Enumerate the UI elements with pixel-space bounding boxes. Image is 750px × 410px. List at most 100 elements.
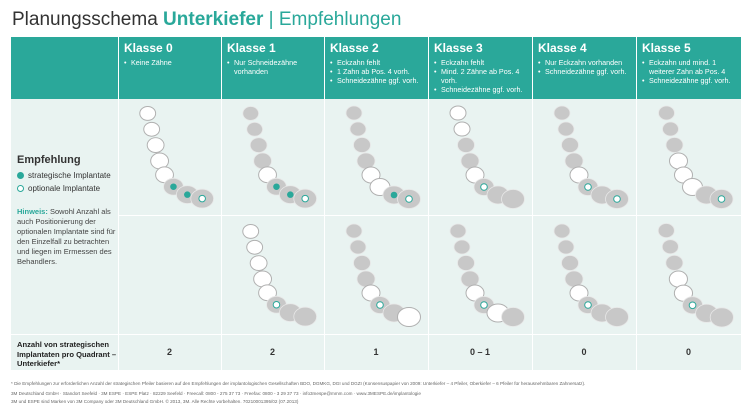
tooth-position-1 [553,223,571,239]
optional-implant-icon [17,185,24,192]
tooth-position-2 [661,239,679,255]
klasse-0-bullets: Keine Zähne [124,58,215,67]
page-title: Planungsschema Unterkiefer | Empfehlunge… [12,6,401,34]
strategic-implant-icon [287,191,294,198]
tooth-position-1 [242,223,260,239]
tooth-position-2 [246,121,263,137]
count-row-label: Anzahl von strategischen Implantaten pro… [17,340,117,368]
legend-title: Empfehlung [17,154,81,166]
col-divider [324,37,325,370]
lower-jaw-arch-icon [553,105,629,209]
lower-jaw-arch-icon [345,105,421,209]
lower-jaw-arch-icon [139,105,214,209]
optional-implant-icon [613,195,621,203]
bullet: Nur Schneidezähne vorhanden [227,58,318,76]
count-row [11,334,741,370]
tooth-position-3 [146,137,165,154]
footnote-3: 3M und ESPE sind Marken von 3M Company o… [11,399,299,404]
optional-implant-icon [688,301,697,310]
klasse-4-label: Klasse 4 [538,41,587,55]
lower-jaw-arch-icon [345,223,421,327]
tooth-position-3 [561,255,579,271]
count-klasse-1: 2 [269,347,275,357]
bullet: Keine Zähne [124,58,215,67]
bullet: Eckzahn und mind. 1 weiterer Zahn ab Pos… [642,58,735,76]
count-klasse-2: 1 [373,347,379,357]
hint-text: Sowohl Anzahl als auch Positionierung de… [17,207,116,266]
tooth-position-3 [457,137,475,153]
header-corner [11,37,118,99]
title-part-3: | Empfehlungen [263,9,402,30]
strategic-implant-icon [184,191,191,198]
tooth-position-8 [397,307,421,327]
header-klasse-2: Klasse 2 Eckzahn fehlt 1 Zahn ab Pos. 4 … [324,37,428,99]
klasse-5-label: Klasse 5 [642,41,691,55]
klasse-2-bullets: Eckzahn fehlt 1 Zahn ab Pos. 4 vorh. Sch… [330,58,422,85]
tooth-position-8 [293,306,317,327]
lower-jaw-arch-icon [553,223,629,327]
tooth-position-2 [349,239,367,255]
tooth-position-1 [449,105,467,121]
tooth-position-8 [605,307,629,327]
tooth-position-2 [453,121,471,137]
tooth-position-1 [139,105,157,121]
col-divider [221,37,222,370]
tooth-position-1 [242,106,260,121]
tooth-position-2 [557,121,575,137]
klasse-4-bullets: Nur Eckzahn vorhanden Schneidezähne ggf.… [538,58,630,76]
hint-note: Hinweis: Sowohl Anzahl als auch Position… [17,207,117,267]
hint-label: Hinweis: [17,207,48,216]
footnote-2: 3M Deutschland GmbH · Standort Seefeld ·… [11,391,421,396]
footnote-1: * Die Empfehlungen zur erforderlichen An… [11,381,586,386]
tooth-position-3 [353,137,371,153]
row-divider [118,215,741,216]
bullet: Schneidezähne ggf. vorh. [538,67,630,76]
optional-implant-icon [584,183,592,191]
strategic-implant-icon [273,183,280,190]
tooth-position-2 [246,239,264,255]
row-divider [11,334,741,335]
tooth-position-8 [709,307,734,328]
count-klasse-4: 0 [581,347,587,357]
tooth-position-3 [249,255,268,272]
optional-implant-icon [301,194,309,203]
title-part-2: Unterkiefer [163,9,264,30]
optional-implant-icon [405,195,413,203]
optional-implant-icon [717,195,726,203]
count-klasse-3: 0 – 1 [469,347,491,357]
legend-strategic-label: strategische Implantate [28,171,111,180]
legend-optional: optionale Implantate [17,184,100,193]
tooth-position-3 [353,255,371,271]
bullet: Eckzahn fehlt [434,58,526,67]
legend-strategic: strategische Implantate [17,171,111,180]
tooth-position-8 [501,307,525,327]
header-klasse-1: Klasse 1 Nur Schneidezähne vorhanden [221,37,324,99]
tooth-position-3 [249,137,268,153]
bullet: Schneidezähne ggf. vorh. [434,85,526,94]
bullet: Schneidezähne ggf. vorh. [642,76,735,85]
tooth-position-1 [345,223,363,239]
lower-jaw-arch-icon [657,223,734,328]
planning-table: Klasse 0 Keine Zähne Klasse 1 Nur Schnei… [11,37,741,370]
bullet: Schneidezähne ggf. vorh. [330,76,422,85]
tooth-position-8 [501,189,525,209]
klasse-1-label: Klasse 1 [227,41,276,55]
lower-jaw-arch-icon [449,105,525,209]
tooth-position-1 [657,223,675,239]
legend-cell [11,99,118,334]
header-klasse-5: Klasse 5 Eckzahn und mind. 1 weiterer Za… [636,37,741,99]
klasse-1-bullets: Nur Schneidezähne vorhanden [227,58,318,76]
count-klasse-5: 0 [685,347,691,357]
col-divider [532,37,533,370]
tooth-position-1 [553,105,571,121]
klasse-5-bullets: Eckzahn und mind. 1 weiterer Zahn ab Pos… [642,58,735,85]
bullet: 1 Zahn ab Pos. 4 vorh. [330,67,422,76]
title-part-1: Planungsschema [12,9,164,30]
lower-jaw-arch-icon [242,106,317,209]
tooth-position-2 [349,121,367,137]
strategic-implant-icon [17,172,24,179]
klasse-0-label: Klasse 0 [124,41,173,55]
tooth-position-1 [449,223,467,239]
tooth-position-1 [345,105,363,121]
col-divider [428,37,429,370]
